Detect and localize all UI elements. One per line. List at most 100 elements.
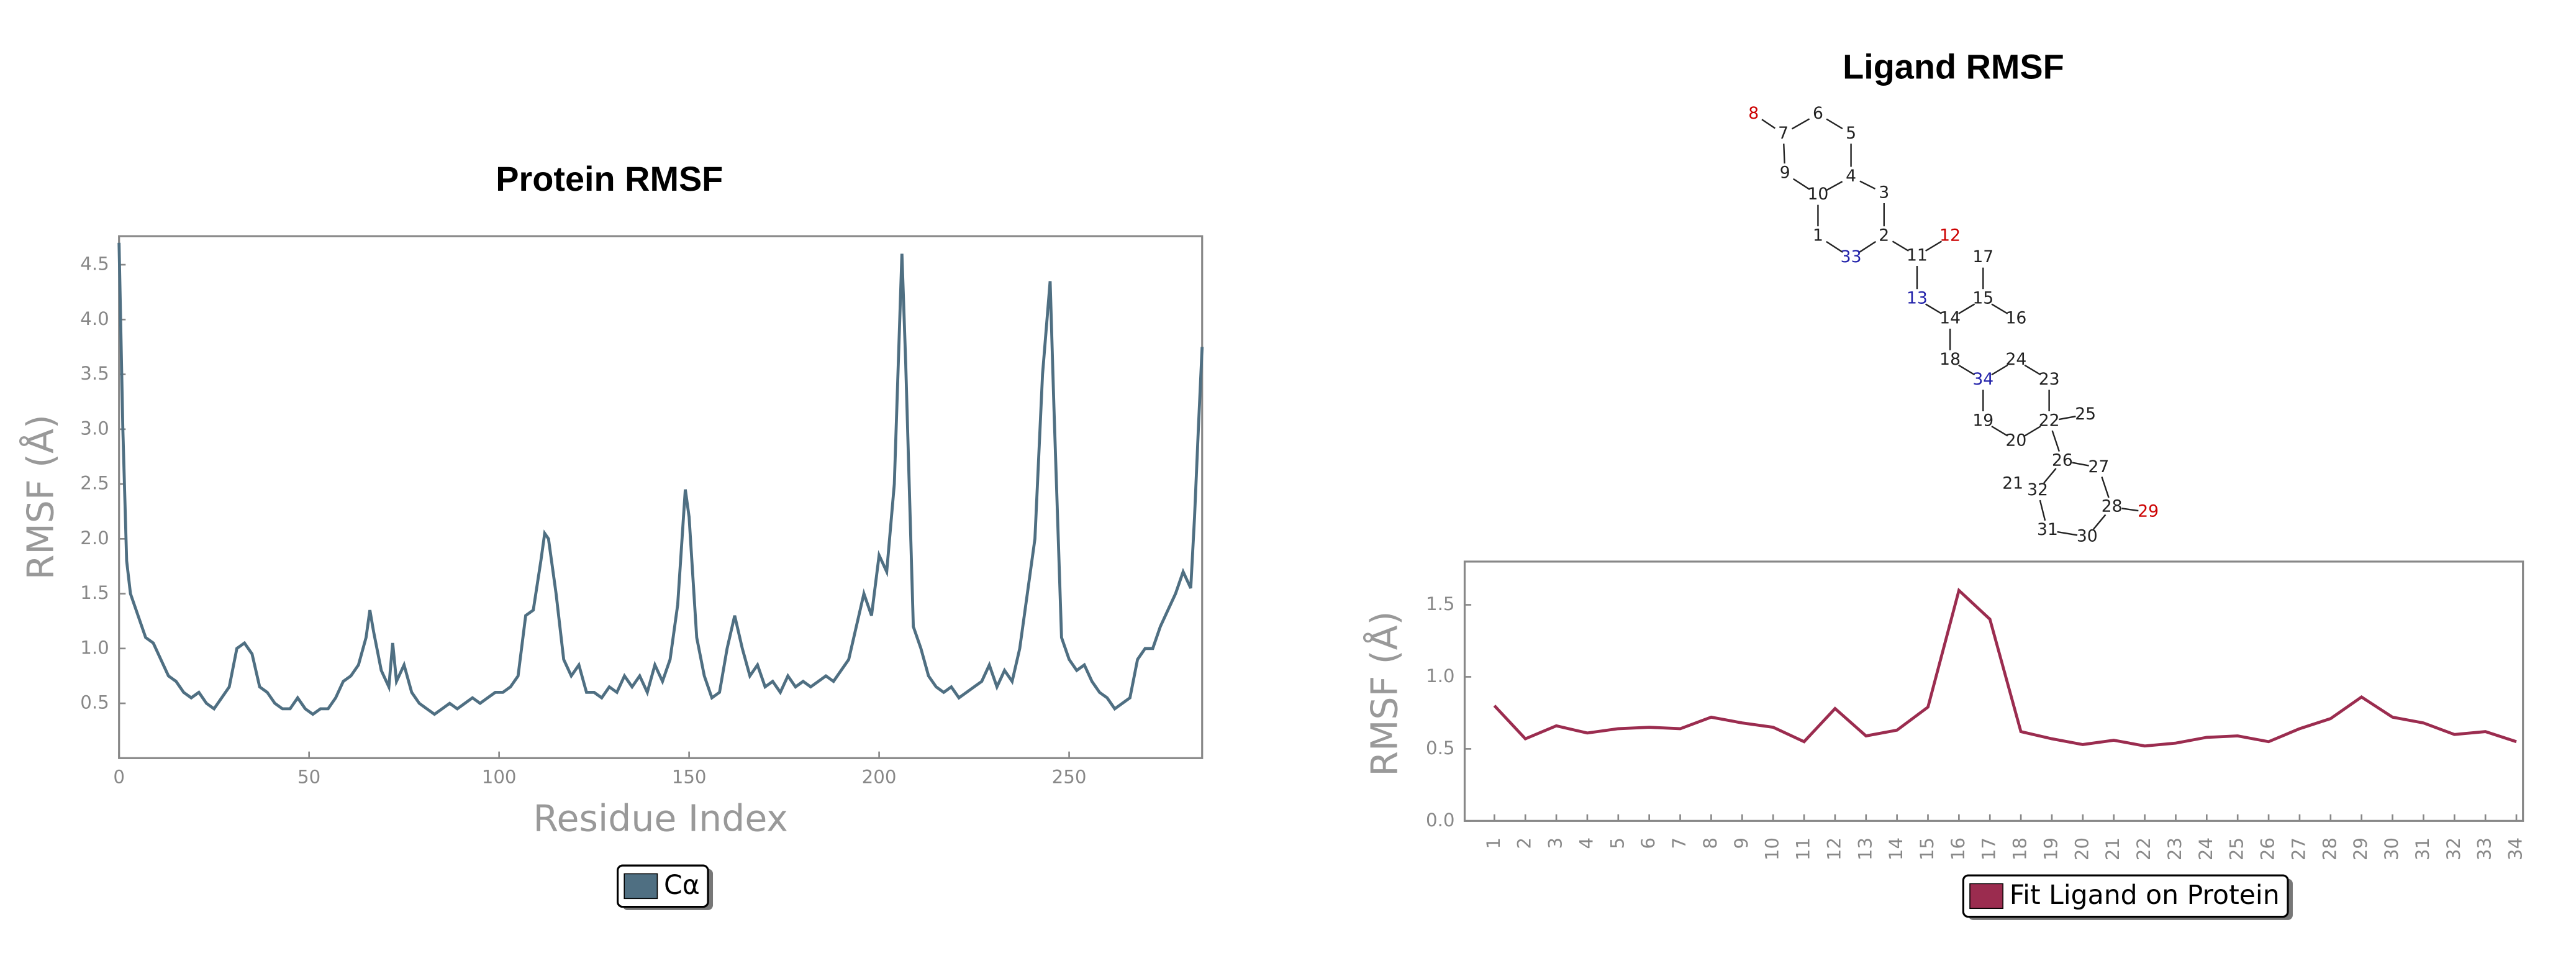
atom-label: 23	[2039, 370, 2060, 389]
bond	[1925, 240, 1943, 252]
bond	[1761, 119, 1776, 129]
bond	[2024, 426, 2041, 437]
bond	[2093, 514, 2107, 530]
x-tick-label: 32	[2443, 837, 2464, 860]
atom-label: 26	[2052, 450, 2073, 470]
x-tick-label: 27	[2288, 837, 2309, 860]
bond	[1925, 303, 1943, 314]
y-tick-label: 1.5	[1426, 593, 1455, 614]
bond	[2072, 462, 2089, 467]
atom-label: 9	[1780, 163, 1790, 183]
atom-label: 16	[2006, 309, 2027, 328]
x-tick-label: 28	[2319, 837, 2340, 860]
bond	[1826, 118, 1843, 130]
x-tick-label: 31	[2412, 837, 2433, 860]
x-tick-label: 34	[2505, 837, 2526, 860]
bond	[1859, 240, 1877, 253]
atom-label: 31	[2037, 520, 2058, 539]
atom-label: 25	[2075, 404, 2096, 424]
x-tick-label: 7	[1669, 837, 1690, 849]
x-tick-label: 12	[1823, 837, 1844, 860]
y-tick-label: 2.0	[80, 527, 109, 549]
atom-label: 22	[2039, 411, 2060, 430]
y-axis-label: RMSF (Å)	[1363, 611, 1406, 777]
x-tick-label: 17	[1979, 837, 2000, 860]
x-tick-label: 1	[1483, 837, 1504, 849]
atom-label: 19	[1972, 411, 1993, 430]
bond	[1991, 426, 2008, 437]
x-tick-label: 100	[482, 767, 517, 788]
y-tick-label: 3.0	[80, 417, 109, 439]
x-tick-label: 20	[2071, 837, 2092, 860]
y-tick-label: 0.5	[1426, 737, 1455, 759]
y-tick-label: 1.0	[80, 637, 109, 658]
legend-box	[1962, 874, 2289, 918]
y-tick-label: 4.0	[80, 308, 109, 329]
line-series	[117, 242, 1204, 716]
x-tick-label: 19	[2040, 837, 2061, 860]
atom-label: 24	[2006, 350, 2027, 369]
x-tick-label: 8	[1700, 837, 1721, 849]
legend-swatch	[624, 873, 658, 900]
atom-label: 12	[1939, 226, 1961, 245]
atom-label: 1	[1813, 226, 1823, 245]
legend-label: Fit Ligand on Protein	[2010, 880, 2280, 911]
atom-label: 10	[1808, 185, 1829, 204]
x-tick-label: 6	[1638, 837, 1659, 849]
atom-label: 5	[1846, 124, 1856, 143]
atom-label: 2	[1879, 226, 1889, 245]
atom-label: 15	[1972, 289, 1993, 308]
atom-label: 20	[2006, 431, 2027, 450]
y-tick-label: 3.5	[80, 363, 109, 384]
x-tick-label: 250	[1052, 767, 1087, 788]
legend: Cα	[617, 864, 714, 910]
atom-label: 11	[1907, 246, 1928, 265]
x-tick-label: 11	[1793, 837, 1814, 860]
y-tick-label: 1.0	[1426, 665, 1455, 687]
x-tick-label: 24	[2195, 837, 2216, 860]
chart-title: Protein RMSF	[496, 159, 723, 198]
atom-label: 33	[1841, 247, 1862, 267]
atom-label: 30	[2077, 527, 2098, 546]
legend: Fit Ligand on Protein	[1962, 874, 2293, 920]
plot-frame	[118, 235, 1204, 759]
line-series	[1493, 587, 2517, 748]
x-tick-label: 25	[2226, 837, 2247, 860]
y-axis-label: RMSF (Å)	[19, 414, 62, 580]
x-tick-label: 14	[1885, 837, 1907, 860]
x-tick-label: 2	[1514, 837, 1535, 849]
bond	[2057, 531, 2078, 536]
x-tick-label: 21	[2102, 837, 2123, 860]
bond	[2043, 468, 2057, 484]
y-tick-label: 0.0	[1426, 810, 1455, 831]
bond	[2121, 508, 2139, 512]
atom-label: 28	[2102, 497, 2123, 516]
y-tick-label: 0.5	[80, 692, 109, 713]
bond	[1826, 181, 1843, 191]
plot-frame	[1463, 560, 2524, 822]
x-tick-label: 30	[2381, 837, 2402, 860]
x-tick-label: 3	[1545, 837, 1566, 849]
x-tick-label: 10	[1762, 837, 1783, 860]
x-tick-label: 33	[2474, 837, 2495, 860]
x-tick-label: 50	[297, 767, 320, 788]
x-tick-label: 22	[2133, 837, 2154, 860]
atom-label: 18	[1939, 350, 1961, 369]
y-tick-label: 4.5	[80, 253, 109, 275]
atom-label: 7	[1778, 124, 1789, 143]
x-tick-label: 15	[1916, 837, 1938, 860]
x-tick-label: 200	[862, 767, 897, 788]
chart-title: Ligand RMSF	[1843, 47, 2064, 86]
bond	[1991, 364, 2008, 376]
bond	[1892, 240, 1909, 252]
bond	[1958, 303, 1975, 314]
legend-swatch	[1969, 883, 2003, 910]
atom-label: 32	[2027, 480, 2048, 500]
atom-label: 34	[1972, 370, 1993, 389]
atom-label: 6	[1813, 104, 1823, 123]
atom-label: 17	[1972, 247, 1993, 267]
y-tick-label: 2.5	[80, 473, 109, 494]
x-tick-label: 23	[2164, 837, 2185, 860]
x-tick-label: 13	[1854, 837, 1875, 860]
